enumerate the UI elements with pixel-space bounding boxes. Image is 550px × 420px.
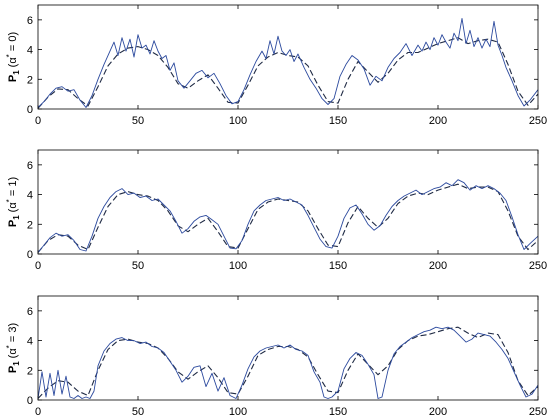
- x-tick-label: 100: [229, 115, 247, 127]
- y-label-rest: = 1): [7, 177, 19, 199]
- y-label-sub: 1: [12, 361, 21, 366]
- panel-3: 0 50 100 150 200 250 0 2 4 6 P1 (α* = 3): [5, 295, 547, 418]
- axes-box-2: [37, 149, 539, 255]
- axes-box-3: [37, 295, 539, 401]
- x-tick-label: 0: [35, 260, 41, 272]
- axes-box-1: [37, 4, 539, 110]
- x-tick-label: 250: [529, 115, 547, 127]
- y-tick-label: 2: [27, 74, 33, 86]
- y-label-main: P: [7, 75, 19, 82]
- x-tick-label: 200: [429, 115, 447, 127]
- y-label-paren: (α: [7, 348, 19, 359]
- x-tick-label: 50: [132, 406, 144, 418]
- solid-series-line-1: [37, 17, 539, 108]
- y-tick-label: 2: [27, 219, 33, 231]
- dashed-series-line-3: [37, 326, 539, 399]
- y-axis-label-1: P1 (α* = 0): [5, 32, 21, 82]
- y-label-main: P: [7, 220, 19, 227]
- y-label-paren: (α: [7, 202, 19, 213]
- x-tick-label: 100: [229, 260, 247, 272]
- x-tick-label: 150: [329, 260, 347, 272]
- dashed-series-line-1: [37, 37, 539, 109]
- y-tick-label: 0: [27, 104, 33, 116]
- y-label-rest: = 3): [7, 323, 19, 345]
- solid-series-line-3: [37, 326, 539, 399]
- y-label-sub: 1: [12, 70, 21, 75]
- y-tick-label: 6: [27, 306, 33, 318]
- panel-1: 0 50 100 150 200 250 0 2 4 6 P1 (α* = 0): [5, 4, 547, 127]
- x-tick-label: 0: [35, 115, 41, 127]
- x-tick-label: 150: [329, 406, 347, 418]
- y-label-paren: (α: [7, 57, 19, 68]
- y-tick-label: 6: [27, 15, 33, 27]
- y-tick-label: 4: [27, 190, 33, 202]
- y-tick-label: 4: [27, 45, 33, 57]
- dashed-series-line-2: [37, 183, 539, 253]
- y-tick-label: 0: [27, 395, 33, 407]
- y-label-sup: *: [5, 345, 14, 348]
- x-tick-label: 100: [229, 406, 247, 418]
- y-label-sup: *: [5, 54, 14, 57]
- y-tick-label: 2: [27, 365, 33, 377]
- x-tick-label: 50: [132, 115, 144, 127]
- y-tick-label: 6: [27, 160, 33, 172]
- y-label-main: P: [7, 366, 19, 373]
- x-tick-label: 200: [429, 260, 447, 272]
- x-tick-label: 150: [329, 115, 347, 127]
- y-axis-label-2: P1 (α* = 1): [5, 177, 21, 227]
- x-tick-label: 50: [132, 260, 144, 272]
- y-tick-label: 4: [27, 336, 33, 348]
- panel-2: 0 50 100 150 200 250 0 2 4 6 P1 (α* = 1): [5, 149, 547, 272]
- solid-series-line-2: [37, 179, 539, 253]
- y-tick-label: 0: [27, 249, 33, 261]
- y-axis-label-3: P1 (α* = 3): [5, 323, 21, 373]
- x-tick-label: 200: [429, 406, 447, 418]
- y-label-rest: = 0): [7, 32, 19, 54]
- y-label-sup: *: [5, 199, 14, 202]
- x-tick-label: 250: [529, 260, 547, 272]
- y-label-sub: 1: [12, 215, 21, 220]
- x-tick-label: 0: [35, 406, 41, 418]
- x-tick-label: 250: [529, 406, 547, 418]
